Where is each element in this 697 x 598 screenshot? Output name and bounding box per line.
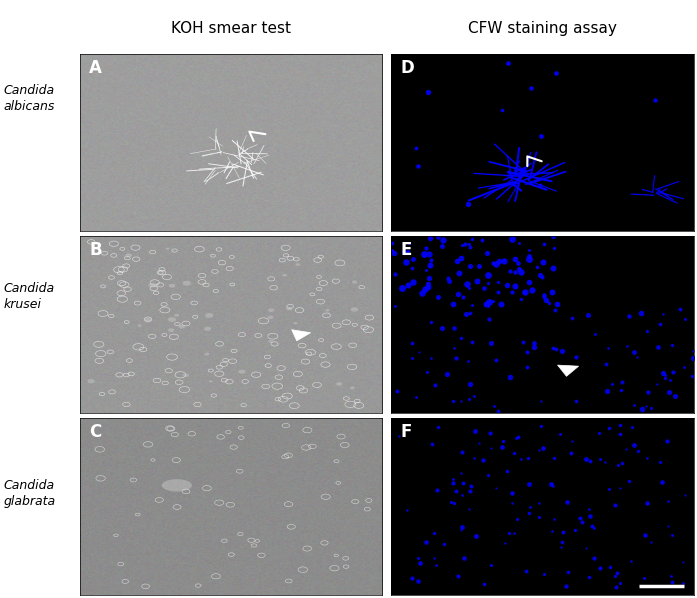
Circle shape	[183, 374, 189, 377]
Circle shape	[169, 283, 176, 288]
Circle shape	[282, 274, 287, 277]
Circle shape	[293, 322, 298, 324]
Circle shape	[350, 386, 355, 389]
Circle shape	[87, 379, 95, 383]
Circle shape	[352, 280, 358, 283]
Circle shape	[286, 307, 292, 310]
Circle shape	[204, 327, 211, 331]
Circle shape	[148, 283, 157, 288]
Text: A: A	[89, 59, 102, 77]
Text: Candida
albicans: Candida albicans	[3, 84, 55, 113]
Circle shape	[144, 318, 152, 322]
Circle shape	[166, 248, 169, 250]
Circle shape	[268, 316, 273, 319]
Circle shape	[209, 380, 213, 383]
Text: C: C	[89, 423, 102, 441]
Circle shape	[168, 328, 174, 332]
Circle shape	[178, 325, 185, 329]
Circle shape	[138, 324, 141, 327]
Circle shape	[268, 340, 273, 343]
Circle shape	[204, 353, 209, 355]
Text: F: F	[401, 423, 412, 441]
Circle shape	[125, 254, 132, 257]
Circle shape	[268, 309, 275, 312]
Text: Candida
glabrata: Candida glabrata	[3, 479, 56, 508]
Circle shape	[205, 313, 213, 318]
Text: E: E	[401, 241, 412, 260]
Circle shape	[168, 317, 176, 322]
Polygon shape	[558, 365, 579, 376]
Text: D: D	[401, 59, 414, 77]
Circle shape	[174, 314, 179, 317]
Circle shape	[336, 382, 342, 386]
Circle shape	[325, 309, 330, 312]
Polygon shape	[291, 329, 311, 341]
Text: KOH smear test: KOH smear test	[171, 21, 291, 36]
Circle shape	[183, 280, 191, 286]
Text: B: B	[89, 241, 102, 260]
Text: Candida
krusei: Candida krusei	[3, 282, 54, 310]
Text: CFW staining assay: CFW staining assay	[468, 21, 617, 36]
Circle shape	[238, 370, 245, 374]
Ellipse shape	[162, 479, 192, 492]
Circle shape	[351, 307, 358, 312]
Circle shape	[296, 263, 300, 266]
